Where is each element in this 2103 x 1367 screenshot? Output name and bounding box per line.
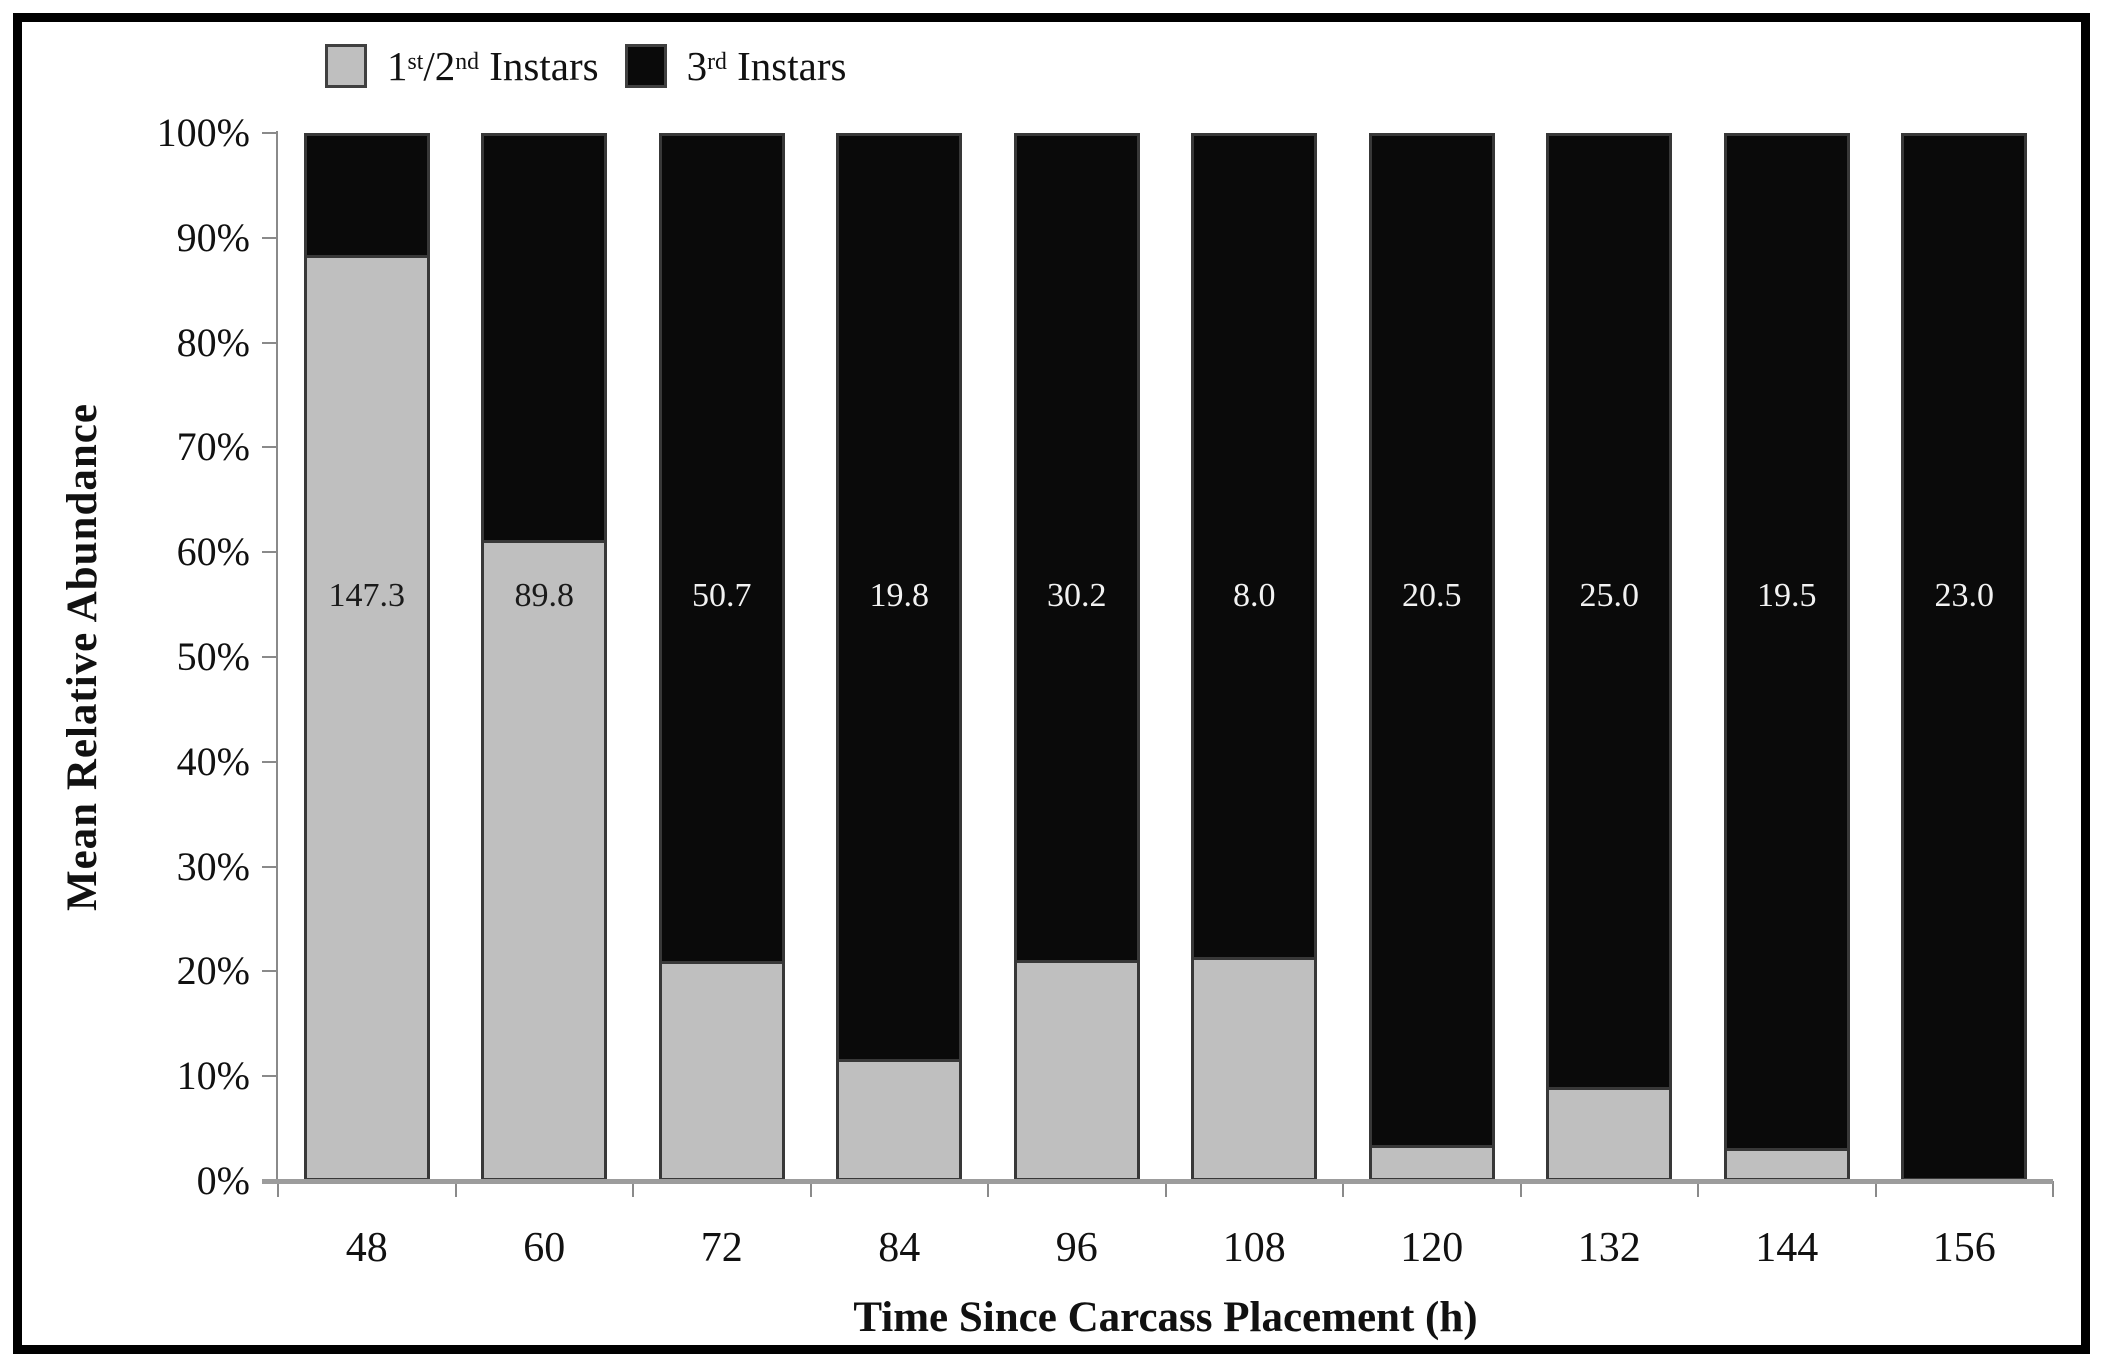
- bar-value-label: 19.8: [869, 576, 930, 614]
- bar-segment-instars-1-2: [1726, 1147, 1847, 1178]
- x-tick-label-156: 156: [1932, 1225, 1996, 1271]
- x-tick-mark: [1164, 1181, 1167, 1197]
- x-tick-mark: [632, 1181, 634, 1197]
- y-tick-mark: [262, 551, 278, 554]
- x-tick-mark: [1519, 1181, 1522, 1197]
- bar-120h: 20.5: [1368, 133, 1495, 1181]
- y-tick-mark: [262, 236, 278, 239]
- bar-segment-instars-1-2: [1016, 960, 1137, 1178]
- y-tick-mark: [262, 865, 278, 868]
- bar-72h: 50.7: [658, 133, 785, 1181]
- legend-superscript: st: [407, 49, 424, 76]
- x-axis-line: [262, 1179, 2053, 1184]
- x-tick-label-60: 60: [523, 1225, 566, 1271]
- bar-segment-instars-1-2: [1371, 1144, 1492, 1178]
- plot-area: 0% 10% 20% 30% 40% 50% 60% 70% 80% 90% 100% 147.3 8…: [157, 110, 2054, 1271]
- bar-144h: 19.5: [1723, 133, 1850, 1181]
- bar-156h: 23.0: [1901, 133, 2028, 1181]
- bar-value-label: 89.8: [514, 576, 575, 614]
- bar-value-label: 19.5: [1757, 576, 1817, 614]
- y-tick-label: 30%: [176, 843, 250, 889]
- bar-60h: 89.8: [481, 133, 608, 1181]
- x-tick-mark: [809, 1181, 812, 1197]
- x-tick-mark: [277, 1181, 279, 1197]
- bar-segment-instars-1-2: [1549, 1087, 1670, 1178]
- legend-text-part: 3: [686, 43, 708, 89]
- x-tick-mark: [1697, 1181, 1699, 1197]
- y-tick-label: 70%: [176, 424, 250, 470]
- y-tick-label: 100%: [156, 110, 250, 155]
- bar-value-label: 23.0: [1934, 576, 1995, 614]
- legend-superscript: nd: [455, 49, 480, 76]
- legend-swatch-instars-1-2: [325, 44, 367, 88]
- x-tick-label-108: 108: [1222, 1225, 1286, 1271]
- bar-108h: 8.0: [1191, 133, 1318, 1181]
- bar-132h: 25.0: [1546, 133, 1673, 1181]
- x-tick-label-72: 72: [700, 1225, 743, 1271]
- y-tick-mark: [262, 446, 278, 449]
- bar-segment-instars-1-2: [661, 961, 782, 1178]
- legend-text-part: /2: [423, 43, 456, 89]
- y-tick-mark: [262, 760, 278, 763]
- x-axis-title: Time Since Carcass Placement (h): [853, 1294, 1478, 1341]
- y-tick-label: 80%: [176, 319, 250, 365]
- bar-value-label: 30.2: [1047, 576, 1107, 614]
- y-tick-mark: [262, 341, 278, 344]
- legend-text-part: 1: [387, 43, 408, 89]
- legend-label-instars-3: 3rd Instars: [687, 42, 847, 90]
- y-tick-mark: [262, 1075, 278, 1078]
- x-tick-label-84: 84: [878, 1225, 921, 1271]
- y-tick-label: 90%: [176, 214, 250, 260]
- x-tick-mark: [1874, 1181, 1877, 1197]
- y-tick-mark: [262, 132, 278, 134]
- bar-96h: 30.2: [1013, 133, 1140, 1181]
- x-tick-mark: [1342, 1181, 1344, 1197]
- y-tick-label: 50%: [176, 634, 250, 679]
- bar-segment-instars-1-2: [484, 540, 605, 1178]
- bar-value-label: 50.7: [692, 576, 752, 614]
- bar-value-label: 25.0: [1579, 576, 1640, 614]
- legend-swatch-instars-3: [624, 44, 667, 88]
- y-tick-mark: [262, 970, 278, 973]
- x-tick-mark: [454, 1181, 457, 1197]
- legend-text-part: Instars: [479, 43, 599, 89]
- bar-segment-instars-1-2: [839, 1059, 960, 1178]
- y-tick-label: 20%: [176, 948, 250, 994]
- y-tick-label: 0%: [196, 1158, 250, 1203]
- legend: 1st/2nd Instars 3rd Instars: [325, 40, 846, 92]
- bar-value-label: 20.5: [1402, 576, 1462, 614]
- x-tick-label-132: 132: [1577, 1225, 1641, 1271]
- y-tick-label: 40%: [176, 738, 250, 784]
- bar-value-label: 8.0: [1233, 576, 1276, 614]
- legend-superscript: rd: [707, 49, 727, 76]
- x-tick-label-48: 48: [345, 1225, 388, 1271]
- y-tick-label: 10%: [176, 1053, 250, 1099]
- x-tick-label-96: 96: [1055, 1225, 1098, 1271]
- y-tick-mark: [262, 656, 278, 658]
- x-tick-mark: [2052, 1181, 2054, 1197]
- y-tick-label: 60%: [176, 529, 250, 575]
- legend-text-part: Instars: [726, 43, 847, 89]
- bar-value-label: 147.3: [328, 576, 406, 614]
- x-tick-mark: [987, 1181, 989, 1197]
- x-tick-label-120: 120: [1400, 1225, 1464, 1271]
- bar-segment-instars-1-2: [1194, 957, 1315, 1178]
- bar-48h: 147.3: [303, 133, 430, 1181]
- bar-84h: 19.8: [836, 133, 963, 1181]
- legend-label-instars-1-2: 1st/2nd Instars: [387, 42, 599, 90]
- bar-segment-instars-1-2: [306, 254, 427, 1178]
- x-tick-label-144: 144: [1755, 1225, 1819, 1271]
